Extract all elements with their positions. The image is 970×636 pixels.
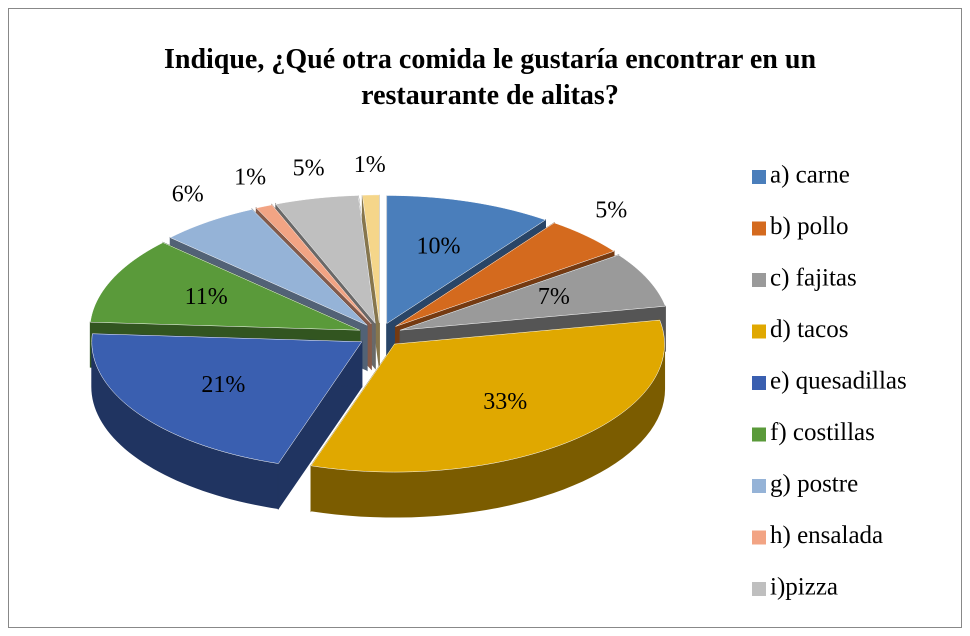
- slice: [400, 254, 666, 331]
- slice: [255, 204, 372, 325]
- data-label: 7%: [538, 284, 570, 310]
- legend-label: f) costillas: [770, 419, 875, 446]
- legend-label: c) fajitas: [770, 265, 857, 292]
- legend-swatch: [752, 582, 766, 596]
- legend-label: e) quesadillas: [770, 368, 907, 395]
- legend-label: b) pollo: [770, 213, 848, 240]
- slice: [169, 209, 368, 326]
- slice: [90, 242, 360, 331]
- legend-label: h) ensalada: [770, 522, 883, 549]
- data-label: 6%: [172, 182, 204, 208]
- legend-swatch: [752, 427, 766, 442]
- chart-title: Indique, ¿Qué otra comida le gustaría en…: [163, 44, 817, 111]
- data-label: 10%: [417, 234, 461, 260]
- legend-swatch: [752, 273, 766, 287]
- data-label: 21%: [201, 372, 245, 398]
- legend-swatch: [752, 530, 766, 545]
- legend-swatch: [752, 170, 766, 184]
- legend-swatch: [752, 324, 766, 339]
- slice: [91, 333, 363, 464]
- data-label: 5%: [595, 198, 627, 224]
- slice: [386, 195, 547, 324]
- legend-label: g) postre: [770, 471, 858, 498]
- legend-label: a) carne: [770, 162, 850, 189]
- data-label: 1%: [354, 152, 386, 178]
- slice: [395, 222, 615, 327]
- data-label: 1%: [234, 165, 266, 191]
- data-label: 5%: [293, 156, 325, 182]
- legend-swatch: [752, 221, 766, 236]
- slice: [275, 195, 376, 325]
- legend-swatch: [752, 376, 766, 390]
- legend-label: i)pizza: [770, 574, 838, 601]
- data-label: 11%: [185, 284, 228, 310]
- data-label: 33%: [483, 389, 527, 415]
- legend-swatch: [752, 479, 766, 493]
- slice: [362, 194, 380, 323]
- slice: [310, 319, 665, 473]
- legend-label: d) tacos: [770, 316, 848, 343]
